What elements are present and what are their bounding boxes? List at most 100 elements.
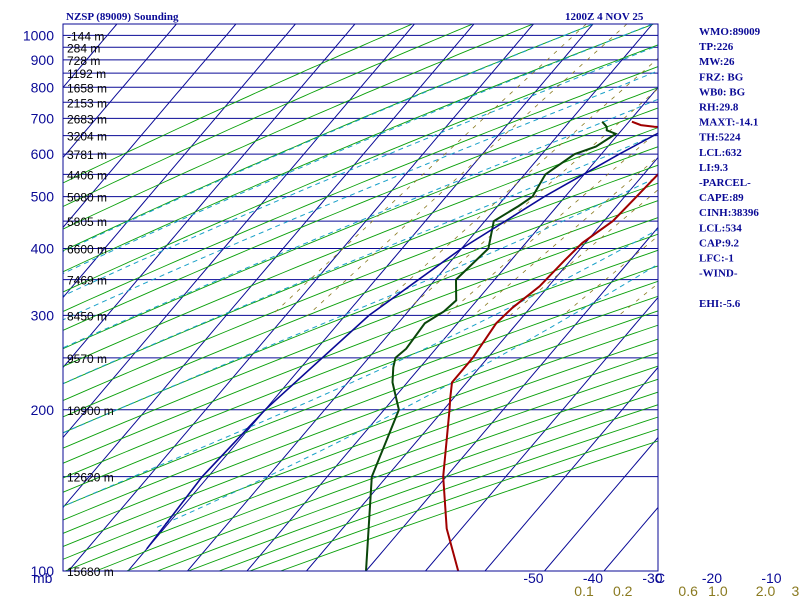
height-label: 728 m xyxy=(67,54,100,68)
mixing-ratio-line xyxy=(307,24,628,316)
moist-adiabat-line xyxy=(63,24,594,253)
index-entry: TH:5224 xyxy=(699,132,741,144)
temperature-tick: -20 xyxy=(702,570,722,586)
dry-adiabat-line xyxy=(63,265,658,493)
isotherm-line xyxy=(63,24,237,229)
moist-adiabat-line xyxy=(63,98,658,349)
temperature-tick: C xyxy=(655,570,665,586)
dry-adiabat-line xyxy=(63,200,658,434)
temperature-tick: -50 xyxy=(523,570,543,586)
index-entry: RH:29.8 xyxy=(699,102,739,114)
pressure-tick: 700 xyxy=(31,110,55,126)
isotherm-line xyxy=(187,24,653,571)
temperature-tick-labels: -50-40-30-20-10010203040C xyxy=(523,570,781,586)
height-label: 8450 m xyxy=(67,309,107,323)
height-label: 3781 m xyxy=(67,148,107,162)
dry-adiabat-line xyxy=(63,24,654,273)
isotherm-line xyxy=(306,156,658,571)
index-entry: FRZ: BG xyxy=(699,71,744,83)
pressure-tick: 500 xyxy=(31,189,55,205)
index-entry: TP:226 xyxy=(699,41,734,53)
temperature-tick: -30 xyxy=(642,570,662,586)
height-label: 10900 m xyxy=(67,404,114,418)
dry-adiabat-line xyxy=(63,107,658,350)
temperature-tick: -10 xyxy=(761,570,781,586)
pressure-tick: 200 xyxy=(31,402,55,418)
temperature-tick: -40 xyxy=(583,570,603,586)
isotherm-line xyxy=(68,24,534,571)
dry-adiabat-line xyxy=(63,324,658,547)
moist-adiabat-line xyxy=(63,70,658,321)
dry-adiabat-line xyxy=(63,44,658,293)
mixing-ratio-line xyxy=(271,24,587,316)
height-label: 284 m xyxy=(67,41,100,55)
sounding-indices: WMO:89009 TP:226 MW:26 FRZ: BG WB0: BG RH:29.… xyxy=(699,26,761,310)
index-entry: CINH:38396 xyxy=(699,207,759,219)
index-entry: EHI:-5.6 xyxy=(699,298,741,310)
index-entry: -PARCEL- xyxy=(699,177,751,189)
mixing-ratio-line xyxy=(445,130,658,316)
dry-adiabat-line xyxy=(63,24,473,207)
height-label: 1192 m xyxy=(67,67,106,81)
height-labels: 15680 m 12620 m 10900 m 9570 m 8450 m 7469 m 6… xyxy=(67,29,114,579)
pressure-tick: 600 xyxy=(31,146,55,162)
mixing-ratio-label: 0.1 xyxy=(574,583,594,599)
isotherm-line xyxy=(63,24,356,369)
dry-adiabat-line xyxy=(63,233,658,464)
diagram-grid xyxy=(63,24,658,571)
moist-adiabat-line xyxy=(63,45,658,297)
index-entry: LCL:534 xyxy=(699,222,742,234)
isotherm-line xyxy=(365,226,658,571)
isotherm-line xyxy=(246,86,658,571)
valid-time: 1200Z 4 NOV 25 xyxy=(565,11,644,23)
mixing-ratio-label: 0.2 xyxy=(613,583,633,599)
pressure-tick: 400 xyxy=(31,241,55,257)
height-label: 9570 m xyxy=(67,352,107,366)
index-entry: CAP:9.2 xyxy=(699,237,740,249)
index-entry: MAXT:-14.1 xyxy=(699,117,758,129)
height-label: 5805 m xyxy=(67,215,107,229)
parcel-profile xyxy=(146,132,658,550)
height-label: -144 m xyxy=(67,29,104,43)
index-entry: LI:9.3 xyxy=(699,162,729,174)
isotherm-line xyxy=(425,296,658,571)
height-label: 4406 m xyxy=(67,168,107,182)
pressure-tick: 300 xyxy=(31,307,55,323)
dry-adiabat-line xyxy=(63,66,658,312)
height-label: 2683 m xyxy=(67,112,107,126)
height-label: 1658 m xyxy=(67,81,107,95)
isotherm-line xyxy=(63,24,118,89)
temperature-profile xyxy=(442,120,658,571)
dry-adiabat-line xyxy=(63,24,413,184)
index-entry: MW:26 xyxy=(699,56,735,68)
index-entry: CAPE:89 xyxy=(699,192,744,204)
mixing-ratio-label: 2.0 xyxy=(756,583,776,599)
pressure-tick: 900 xyxy=(31,52,55,68)
profiles xyxy=(146,120,658,571)
isotherm-line xyxy=(63,24,177,159)
moist-adiabat-line xyxy=(63,24,653,275)
isotherm-line xyxy=(63,24,296,299)
pressure-unit: mb xyxy=(33,570,53,586)
dewpoint-profile xyxy=(365,121,618,571)
height-label: 7469 m xyxy=(67,274,107,288)
dry-adiabat-line xyxy=(63,217,658,449)
index-entry: LCL:632 xyxy=(699,147,742,159)
index-entry: LFC:-1 xyxy=(699,253,734,265)
dry-adiabat-line xyxy=(63,310,658,534)
dry-adiabat-line xyxy=(63,87,658,331)
height-label: 15680 m xyxy=(67,565,114,579)
pressure-tick: 800 xyxy=(31,79,55,95)
mixing-ratio-label: 1.0 xyxy=(708,583,728,599)
dry-adiabat-line xyxy=(63,280,658,507)
dry-adiabat-line xyxy=(63,338,658,560)
index-entry: WB0: BG xyxy=(699,86,746,98)
index-entry: -WIND- xyxy=(699,268,738,280)
mixing-ratio-labels: 0.10.20.61.02.03.05.010.020.040.0g/kg xyxy=(574,583,800,599)
plot-frame xyxy=(62,23,659,572)
height-label: 2153 m xyxy=(67,96,107,110)
dry-adiabat-line xyxy=(63,295,658,521)
mixing-ratio-label: 0.6 xyxy=(678,583,698,599)
moist-adiabat-line xyxy=(153,263,658,530)
